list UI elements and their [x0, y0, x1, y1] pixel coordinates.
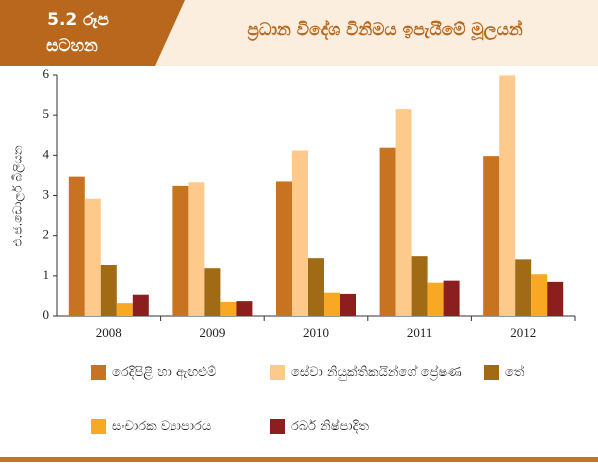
bar [324, 292, 340, 316]
bar [172, 185, 189, 316]
legend-swatch [270, 365, 285, 380]
x-tick-label: 2008 [96, 325, 122, 340]
figure-label: සටහන [46, 36, 98, 56]
bar [395, 109, 412, 317]
x-tick-label: 2012 [510, 325, 536, 340]
bar [308, 258, 324, 316]
legend-label: රෙදිපිළි හා ඇඟළුම් [112, 365, 217, 380]
bar [531, 274, 548, 316]
legend-swatch [91, 365, 106, 380]
bar [411, 256, 428, 316]
bar [100, 264, 117, 316]
y-tick-label: 5 [43, 106, 50, 121]
bar [515, 259, 532, 316]
figure-label: 5.2 රූප [47, 10, 109, 30]
y-tick-label: 4 [43, 146, 50, 161]
y-tick-label: 1 [43, 267, 50, 282]
bar [188, 182, 205, 316]
bar [204, 268, 221, 316]
legend-label: රබර් නිෂ්පාදිත [291, 419, 369, 434]
y-tick-label: 3 [43, 186, 50, 201]
legend-item: තේ [484, 364, 585, 381]
legend-label: සංචාරක ව්‍යාපාරය [112, 419, 212, 434]
legend-item: සේවා නියුක්තිකයින්ගේ ප්‍රේෂණ [270, 364, 481, 381]
legend-item: රබර් නිෂ්පාදිත [270, 418, 441, 435]
bar [68, 176, 85, 316]
y-tick-label: 6 [43, 66, 50, 81]
bar [427, 282, 444, 316]
bar [220, 301, 237, 316]
legend-swatch [270, 419, 285, 434]
legend-swatch [484, 365, 499, 380]
x-tick-label: 2009 [199, 325, 225, 340]
bar [499, 75, 516, 316]
bar [340, 293, 356, 316]
bar [236, 301, 253, 316]
x-tick-label: 2011 [407, 325, 433, 340]
bar [547, 281, 564, 316]
legend-label: තේ [505, 365, 525, 380]
bar [483, 156, 500, 316]
chart-title: ප්‍රධාන විදේශ විනිමය ඉපැයීමේ මූලයන් [247, 19, 523, 41]
y-tick-label: 0 [43, 307, 50, 322]
x-tick-label: 2010 [303, 325, 329, 340]
bar [276, 181, 292, 316]
bottom-rule [0, 457, 598, 462]
bar [379, 147, 396, 316]
legend-item: සංචාරක ව්‍යාපාරය [91, 418, 262, 435]
legend-swatch [91, 419, 106, 434]
bar [132, 294, 149, 316]
legend-item: රෙදිපිළි හා ඇඟළුම් [91, 364, 262, 381]
legend-label: සේවා නියුක්තිකයින්ගේ ප්‍රේෂණ [291, 365, 462, 380]
bar [292, 150, 308, 316]
bar [443, 280, 460, 316]
y-axis-label: එ.ජ.ඩොලර් බිලියන [11, 145, 26, 246]
y-tick-label: 2 [43, 227, 50, 242]
figure-label-box [0, 0, 185, 66]
bar [84, 198, 101, 316]
bar [116, 303, 133, 316]
